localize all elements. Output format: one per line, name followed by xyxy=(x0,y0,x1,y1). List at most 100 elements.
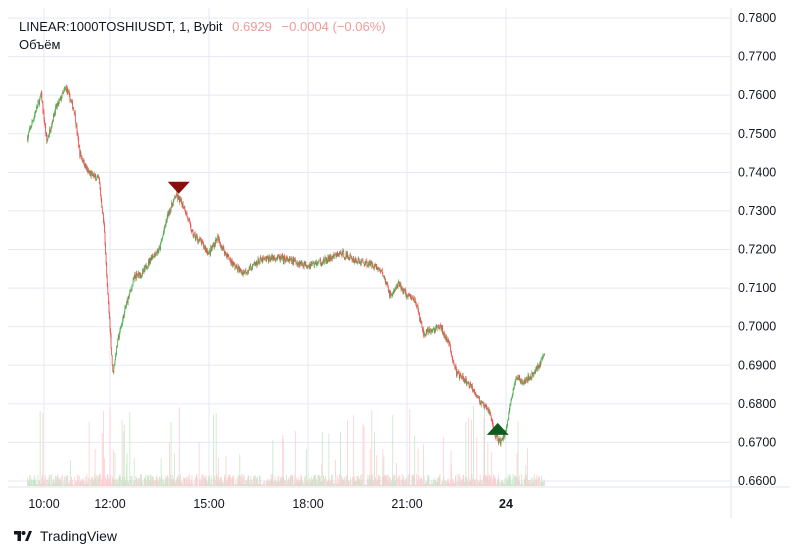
candle xyxy=(297,261,299,266)
volume-bar xyxy=(393,474,395,486)
volume-bar xyxy=(308,482,309,486)
candle xyxy=(158,248,159,255)
candle xyxy=(464,375,466,384)
volume-bar xyxy=(144,477,146,486)
candle xyxy=(99,176,100,185)
volume-bar xyxy=(415,484,417,486)
volume-bar xyxy=(436,482,438,486)
candle xyxy=(212,243,214,248)
volume-bar xyxy=(258,483,260,486)
candle xyxy=(107,292,109,305)
volume-bar xyxy=(114,480,115,486)
symbol-label[interactable]: LINEAR:1000TOSHIUSDT, 1, Bybit xyxy=(19,19,223,34)
volume-bar xyxy=(206,482,208,486)
candle xyxy=(100,194,102,203)
volume-bar xyxy=(175,482,177,486)
time-tick-label: 24 xyxy=(499,497,513,511)
volume-bar xyxy=(477,479,478,486)
volume-bar xyxy=(39,411,41,486)
volume-bar xyxy=(372,474,374,486)
volume-bar xyxy=(256,477,258,486)
volume-bar xyxy=(151,476,153,486)
volume-bar xyxy=(149,475,151,486)
volume-bar xyxy=(246,480,247,486)
candle xyxy=(402,287,403,294)
volume-bar xyxy=(296,478,297,486)
candle xyxy=(40,92,42,97)
volume-bar xyxy=(138,483,140,486)
candle xyxy=(409,293,411,297)
tradingview-footer[interactable]: TradingView xyxy=(12,528,117,544)
candle xyxy=(325,257,327,264)
candle xyxy=(353,259,355,265)
volume-bar xyxy=(158,480,160,486)
candle xyxy=(403,288,405,295)
volume-bar xyxy=(231,478,233,486)
candle xyxy=(114,363,115,368)
candle xyxy=(412,297,414,301)
volume-bar xyxy=(137,481,139,486)
price-tick-label: 0.6800 xyxy=(738,397,776,411)
candle xyxy=(264,256,265,261)
time-axis[interactable]: 10:00 12:00 15:00 18:00 21:00 24 xyxy=(28,497,513,511)
volume-bar xyxy=(441,480,443,486)
candle xyxy=(211,245,213,251)
candle xyxy=(440,324,442,329)
volume-bar xyxy=(178,481,180,486)
volume-bar xyxy=(371,410,373,486)
candle xyxy=(182,201,183,208)
candle xyxy=(532,371,534,378)
candle xyxy=(246,272,247,275)
candle xyxy=(134,271,136,279)
candle xyxy=(250,266,252,271)
candle xyxy=(386,281,388,285)
volume-bar xyxy=(404,480,406,486)
volume-bar xyxy=(353,480,355,486)
volume-bar xyxy=(356,481,357,486)
volume-bar xyxy=(395,482,396,486)
candle xyxy=(162,234,164,239)
candle xyxy=(144,265,146,272)
volume-bar xyxy=(432,485,434,486)
candle xyxy=(84,162,86,169)
candle xyxy=(88,169,90,174)
candle xyxy=(324,254,326,264)
candle xyxy=(51,119,53,128)
candle xyxy=(328,255,330,262)
volume-bar xyxy=(386,476,388,486)
volume-bar xyxy=(287,483,289,486)
candle xyxy=(534,369,536,374)
volume-bar xyxy=(87,483,89,486)
candle xyxy=(511,397,512,401)
candle xyxy=(461,375,463,380)
sell-marker-icon[interactable] xyxy=(167,181,190,194)
volume-bar xyxy=(439,474,441,486)
candle xyxy=(405,289,407,298)
volume-bar xyxy=(127,480,129,486)
volume-bar xyxy=(501,481,502,486)
volume-bar xyxy=(369,448,371,486)
candle xyxy=(445,333,446,340)
candle xyxy=(105,252,107,267)
candle xyxy=(386,282,388,285)
volume-bar xyxy=(150,474,152,486)
candle xyxy=(377,266,379,273)
volume-bar xyxy=(54,482,55,486)
volume-bar xyxy=(435,481,437,486)
volume-bar xyxy=(437,478,439,486)
volume-bar xyxy=(241,474,242,486)
price-axis[interactable]: 0.78000.77000.76000.75000.74000.73000.72… xyxy=(738,11,776,488)
candle xyxy=(73,107,75,111)
buy-marker-icon[interactable] xyxy=(486,422,509,435)
volume-bar xyxy=(68,482,70,486)
candle xyxy=(522,382,524,386)
candle xyxy=(286,255,288,260)
volume-label[interactable]: Объём xyxy=(19,37,61,52)
volume-bar xyxy=(473,480,475,486)
candle xyxy=(58,98,60,107)
candle xyxy=(466,376,467,386)
candle xyxy=(168,209,170,219)
candle xyxy=(290,258,292,262)
candle xyxy=(530,377,532,380)
